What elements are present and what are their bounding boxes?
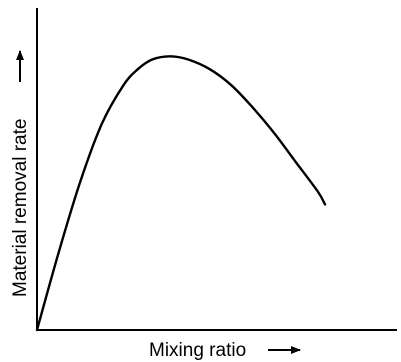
axes [36, 8, 397, 331]
series-line [35, 55, 327, 332]
x-axis-label: Mixing ratio [149, 340, 246, 361]
y-axis-label: Material removal rate [10, 119, 31, 297]
